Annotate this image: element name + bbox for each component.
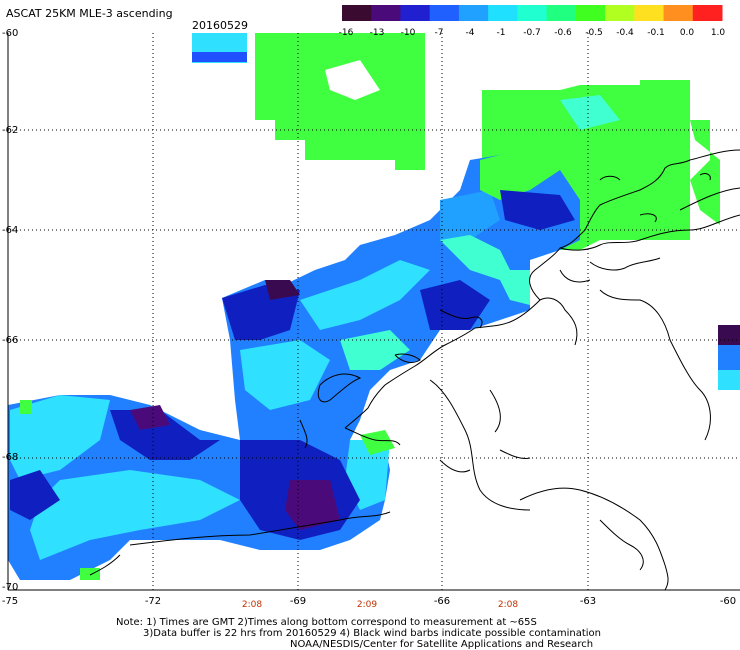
swath-patch — [300, 260, 430, 330]
colorbar-swatch — [429, 5, 460, 21]
lon-label: -66 — [433, 596, 451, 607]
colorbar-label: -7 — [434, 28, 444, 38]
colorbar-label: -1 — [496, 28, 506, 38]
swath-patch — [360, 430, 395, 455]
footer-note-2: 3)Data buffer is 22 hrs from 20160529 4)… — [143, 628, 601, 639]
colorbar-swatch — [575, 5, 606, 21]
time-label: 2:09 — [356, 600, 378, 610]
swath-patch — [240, 340, 330, 410]
swath-patch — [560, 95, 620, 130]
lon-label: -72 — [144, 596, 162, 607]
time-label: 2:08 — [497, 600, 519, 610]
colorbar-label: -0.7 — [523, 28, 541, 38]
swath-patch — [718, 345, 740, 370]
colorbar-swatch — [517, 5, 548, 21]
swath-patch — [255, 33, 425, 170]
colorbar-swatch — [692, 5, 723, 21]
colorbar-swatch — [663, 5, 694, 21]
lat-label: -70 — [2, 582, 19, 593]
swath-patch — [80, 568, 100, 580]
colorbar-label: -13 — [369, 28, 385, 38]
lat-label: -60 — [2, 28, 19, 39]
swath-patch — [30, 470, 240, 560]
swath-patch — [192, 52, 247, 62]
swath-patch — [20, 400, 32, 414]
colorbar-label: -0.5 — [585, 28, 603, 38]
colorbar-label: -16 — [338, 28, 354, 38]
swath-patch — [718, 325, 740, 345]
lat-label: -68 — [2, 452, 19, 463]
colorbar-label: -0.6 — [554, 28, 572, 38]
colorbar-label: 1.0 — [710, 28, 726, 38]
footer-credit: NOAA/NESDIS/Center for Satellite Applica… — [290, 639, 594, 650]
coastline — [89, 149, 740, 591]
colorbar-label: -4 — [465, 28, 475, 38]
map-date: 20160529 — [192, 19, 248, 32]
lon-label: -63 — [579, 596, 597, 607]
swath-patch — [10, 470, 60, 520]
swath-patch — [222, 285, 300, 340]
swath-patch — [265, 280, 300, 300]
wind-swath — [8, 33, 740, 580]
time-label: 2:08 — [241, 600, 263, 610]
footer-note-1: Note: 1) Times are GMT 2)Times along bot… — [116, 617, 537, 628]
lat-label: -62 — [2, 125, 19, 136]
lon-label: -69 — [289, 596, 307, 607]
swath-patch — [718, 370, 740, 390]
swath-patch — [10, 395, 110, 480]
swath-gap — [325, 60, 380, 100]
colorbar-swatch — [546, 5, 577, 21]
colorbar — [342, 5, 723, 21]
colorbar-swatch — [342, 5, 372, 21]
map-title: ASCAT 25KM MLE-3 ascending — [6, 7, 173, 20]
colorbar-swatch — [458, 5, 489, 21]
swath-patch — [500, 190, 575, 230]
swath-patch — [440, 190, 500, 240]
colorbar-swatch — [400, 5, 431, 21]
colorbar-label: -10 — [400, 28, 416, 38]
swath-patch — [480, 150, 560, 200]
swath-patch — [285, 480, 340, 530]
swath-patch — [440, 235, 530, 305]
colorbar-swatch — [605, 5, 635, 21]
lon-label: -75 — [1, 596, 19, 607]
lon-label: -60 — [719, 596, 737, 607]
colorbar-swatch — [634, 5, 665, 21]
lat-lon-grid — [8, 33, 740, 590]
colorbar-label: -0.1 — [647, 28, 665, 38]
lat-label: -64 — [2, 225, 19, 236]
lat-label: -66 — [2, 335, 19, 346]
colorbar-label: -0.4 — [616, 28, 634, 38]
colorbar-swatch — [371, 5, 401, 21]
colorbar-swatch — [488, 5, 518, 21]
swath-patch — [130, 405, 170, 430]
colorbar-label: 0.0 — [679, 28, 695, 38]
